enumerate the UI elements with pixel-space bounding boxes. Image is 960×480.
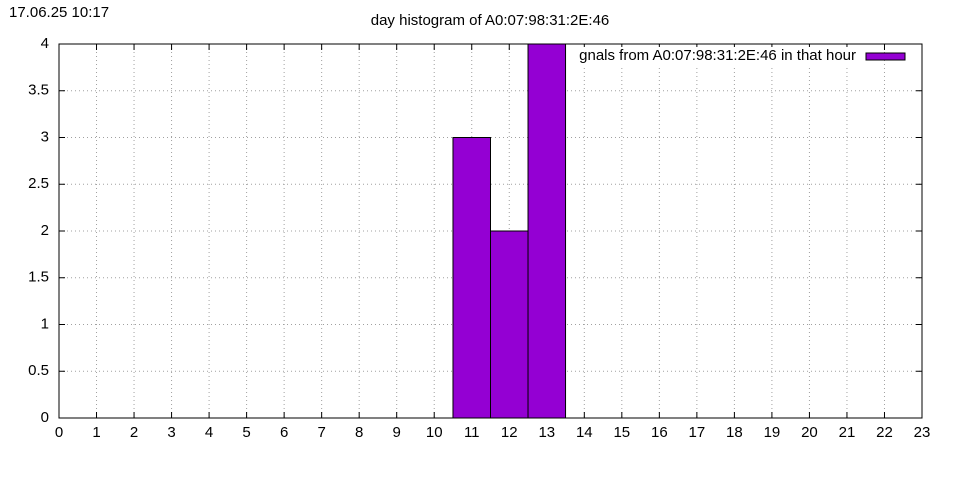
y-tick-label: 0 xyxy=(41,409,49,426)
x-tick-label: 21 xyxy=(839,424,856,441)
x-tick-label: 5 xyxy=(242,424,250,441)
x-tick-label: 9 xyxy=(393,424,401,441)
x-tick-label: 23 xyxy=(914,424,931,441)
bar xyxy=(452,137,492,419)
x-tick-label: 3 xyxy=(167,424,175,441)
legend-label: gnals from A0:07:98:31:2E:46 in that hou… xyxy=(579,47,856,64)
x-tick-label: 19 xyxy=(764,424,781,441)
x-tick-label: 16 xyxy=(651,424,668,441)
x-tick-label: 17 xyxy=(689,424,706,441)
legend-swatch xyxy=(865,52,906,61)
x-tick-label: 6 xyxy=(280,424,288,441)
x-tick-label: 12 xyxy=(501,424,518,441)
plot-border xyxy=(58,43,923,419)
x-tick-label: 1 xyxy=(92,424,100,441)
x-tick-label: 20 xyxy=(801,424,818,441)
y-tick-label: 2 xyxy=(41,222,49,239)
legend-background xyxy=(555,47,860,65)
y-tick-label: 4 xyxy=(41,35,49,52)
bar xyxy=(527,43,567,419)
y-tick-label: 1 xyxy=(41,315,49,332)
x-tick-label: 8 xyxy=(355,424,363,441)
y-tick-label: 0.5 xyxy=(28,362,49,379)
x-tick-label: 14 xyxy=(576,424,593,441)
y-tick-label: 3 xyxy=(41,128,49,145)
x-tick-label: 22 xyxy=(876,424,893,441)
x-tick-label: 13 xyxy=(538,424,555,441)
x-tick-label: 18 xyxy=(726,424,743,441)
y-tick-label: 2.5 xyxy=(28,175,49,192)
bar xyxy=(490,230,529,419)
x-tick-label: 15 xyxy=(613,424,630,441)
x-tick-label: 10 xyxy=(426,424,443,441)
x-tick-label: 11 xyxy=(464,424,480,441)
x-tick-label: 2 xyxy=(130,424,138,441)
y-tick-label: 3.5 xyxy=(28,82,49,99)
chart-title: day histogram of A0:07:98:31:2E:46 xyxy=(371,12,610,29)
timestamp: 17.06.25 10:17 xyxy=(9,4,109,21)
x-tick-label: 4 xyxy=(205,424,213,441)
x-tick-label: 7 xyxy=(317,424,325,441)
y-tick-label: 1.5 xyxy=(28,269,49,286)
x-tick-label: 0 xyxy=(55,424,63,441)
